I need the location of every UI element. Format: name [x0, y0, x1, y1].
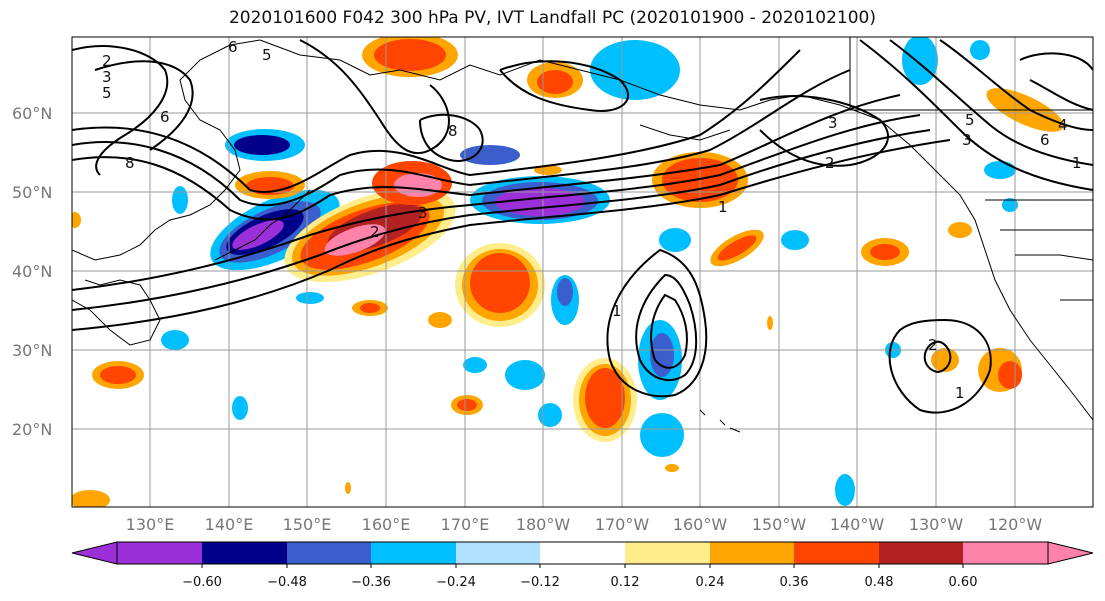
- colorbar-segment: [963, 542, 1048, 564]
- lon-label: 160°E: [362, 515, 411, 534]
- contour-label: 3: [102, 68, 112, 86]
- lon-label: 140°E: [205, 515, 254, 534]
- contour-label: 5: [965, 111, 975, 129]
- lat-label-20n: 20°N: [12, 420, 52, 439]
- map-panel: [72, 37, 1093, 507]
- lon-label: 130°E: [126, 515, 175, 534]
- contour-label: 6: [228, 38, 238, 56]
- contour-label: 4: [1058, 116, 1068, 134]
- lon-label: 170°W: [595, 515, 650, 534]
- colorbar-tick-label: 0.24: [696, 575, 725, 590]
- colorbar-tick-label: −0.36: [351, 575, 391, 590]
- contour-label: 5: [262, 46, 272, 64]
- lat-label-60n: 60°N: [12, 104, 52, 123]
- colorbar-segment: [794, 542, 879, 564]
- lat-label-50n: 50°N: [12, 183, 52, 202]
- contour-label: 6: [1040, 131, 1050, 149]
- contour-label: 3: [418, 204, 428, 222]
- colorbar-tick-label: 0.48: [865, 575, 894, 590]
- contour-label: 1: [718, 198, 728, 216]
- contour-label: 2: [370, 223, 380, 241]
- lon-label: 160°W: [673, 515, 728, 534]
- colorbar-tick-label: −0.12: [520, 575, 560, 590]
- colorbar-segment: [117, 542, 202, 564]
- colorbar-tick-label: −0.24: [436, 575, 476, 590]
- lon-label: 170°E: [441, 515, 490, 534]
- longitude-axis: 130°E 140°E 150°E 160°E 170°E 180°W 170°…: [126, 515, 1043, 534]
- colorbar-low-extension: [71, 541, 118, 565]
- contour-label: 1: [1072, 154, 1082, 172]
- latitude-axis: 60°N 50°N 40°N 30°N 20°N: [12, 104, 52, 439]
- contour-label: 2: [102, 52, 112, 70]
- lon-label: 180°W: [516, 515, 571, 534]
- colorbar-border: [116, 541, 1049, 565]
- lon-label: 150°E: [283, 515, 332, 534]
- pv-contours: [72, 39, 1093, 414]
- colorbar-high-extension: [1047, 541, 1094, 565]
- map-title: 2020101600 F042 300 hPa PV, IVT Landfall…: [228, 8, 876, 28]
- graticule: [72, 37, 1093, 507]
- colorbar-segment: [625, 542, 710, 564]
- contour-label: 8: [125, 154, 135, 172]
- map-border: [71, 36, 1094, 508]
- lat-label-40n: 40°N: [12, 262, 52, 281]
- contour-label: 3: [962, 131, 972, 149]
- colorbar-segment: [202, 542, 287, 564]
- lon-label: 140°W: [830, 515, 885, 534]
- colorbar-segment: [540, 542, 625, 564]
- colorbar-ticks: [201, 564, 964, 568]
- colorbar-tick-label: 0.60: [949, 575, 978, 590]
- colorbar-segment: [456, 542, 540, 564]
- colorbar-tick-label: 0.12: [611, 575, 640, 590]
- colorbar-tick-label: −0.60: [182, 575, 222, 590]
- colorbar-tick-label: −0.48: [267, 575, 307, 590]
- contour-label: 3: [828, 114, 838, 132]
- contour-label: 1: [955, 384, 965, 402]
- colorbar-segment: [371, 542, 456, 564]
- anomaly-layer: 2 3 5 6 8 2 3 1 1 2 3 5 6 2 1 5 3 4 6 1 …: [72, 37, 1093, 507]
- lon-label: 150°W: [752, 515, 807, 534]
- colorbar-tick-label: 0.36: [780, 575, 809, 590]
- lon-label: 120°W: [988, 515, 1043, 534]
- contour-label: 2: [928, 336, 938, 354]
- contour-label: 1: [612, 302, 622, 320]
- contour-label: 6: [160, 108, 170, 126]
- colorbar-segment: [879, 542, 963, 564]
- colorbar-segment: [287, 542, 371, 564]
- lon-label: 130°W: [909, 515, 964, 534]
- contour-label-group: 2 3 5 6 8 2 3 1 1 2 3 5 6 2 1 5 3 4 6 1 …: [102, 38, 1082, 402]
- colorbar: −0.60 −0.48 −0.36 −0.24 −0.12 0.12 0.24 …: [71, 541, 1094, 590]
- lat-label-30n: 30°N: [12, 341, 52, 360]
- contour-label: 2: [825, 154, 835, 172]
- colorbar-segment: [710, 542, 794, 564]
- contour-label: 5: [102, 84, 112, 102]
- contour-label: 8: [448, 122, 458, 140]
